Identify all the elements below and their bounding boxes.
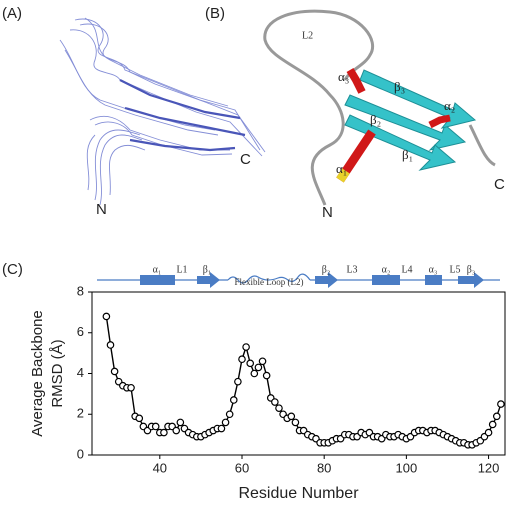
y-axis-label: RMSD (Å) [49, 339, 66, 407]
b2-label: β₂ [370, 112, 381, 127]
x-tick-label: 60 [235, 460, 249, 475]
rmsd-point [287, 412, 296, 421]
rmsd-point [275, 404, 283, 412]
c-label: C [494, 176, 505, 193]
rmsd-point [262, 371, 271, 380]
1-label: L1 [176, 264, 187, 275]
6-label: α₂ [382, 264, 391, 275]
y-tick-label: 2 [77, 406, 84, 421]
8-label: α₃ [429, 264, 438, 275]
rmsd-point [254, 363, 263, 372]
a3-label: α₃ [338, 69, 349, 84]
x-tick-label: 40 [153, 460, 167, 475]
0-label: α₁ [153, 264, 162, 275]
rmsd-point [151, 422, 160, 431]
4-label: β₂ [322, 264, 331, 275]
rmsd-point [484, 428, 493, 437]
topology [97, 272, 500, 288]
c-label: C [240, 151, 251, 168]
9-label: L5 [449, 264, 460, 275]
rmsd-point [258, 357, 267, 366]
x-tick-label: 80 [317, 460, 331, 475]
3-label: Flexible Loop (L2) [235, 277, 304, 287]
rmsd-point [250, 369, 259, 378]
y-tick-label: 8 [77, 283, 84, 298]
rmsd-point [106, 341, 115, 349]
rmsd-point [238, 355, 246, 364]
rmsd-point [217, 424, 226, 433]
panel-a-core [119, 79, 246, 152]
label-label: (C) [2, 261, 23, 278]
rmsd-point [291, 418, 300, 427]
rmsd-point [176, 418, 185, 427]
5-label: L3 [346, 264, 357, 275]
x-axis-label: Residue Number [238, 485, 359, 502]
y-tick-label: 4 [77, 365, 84, 380]
rmsd-point [242, 343, 250, 351]
rmsd-point [127, 383, 135, 392]
y-tick-label: 6 [77, 324, 84, 339]
panel-b-structure [263, 9, 496, 206]
2-label: β₁ [203, 264, 212, 275]
a2-label: α₂ [444, 98, 455, 113]
label-label: (B) [205, 5, 225, 22]
b1-label: β₁ [402, 147, 413, 162]
y-tick-label: 0 [77, 446, 84, 461]
panel-a-structure [59, 17, 266, 206]
x-tick-label: 100 [396, 460, 418, 475]
rmsd-point [271, 398, 279, 406]
rmsd-point [160, 428, 168, 437]
rmsd-point [246, 359, 255, 368]
y-axis-label: Average Backbone [29, 310, 46, 436]
rmsd-point [110, 367, 119, 376]
x-tick-label: 120 [478, 460, 500, 475]
rmsd-point [135, 414, 144, 423]
n-label: N [96, 201, 107, 218]
loop-label: L2 [302, 30, 313, 41]
7-label: L4 [401, 264, 412, 275]
n-label: N [322, 204, 333, 221]
a1-label: α₁ [336, 161, 347, 176]
rmsd-point [234, 377, 242, 386]
rmsd-point [488, 420, 497, 429]
rmsd-point [497, 400, 505, 408]
rmsd-point [229, 396, 238, 404]
rmsd-point [172, 426, 181, 435]
rmsd-point [492, 412, 501, 421]
rmsd-point [225, 410, 234, 419]
rmsd-point [221, 418, 230, 427]
10-label: β₃ [467, 264, 476, 275]
label-label: (A) [2, 5, 22, 22]
rmsd-point [102, 312, 111, 321]
b3-label: β₃ [394, 79, 405, 94]
